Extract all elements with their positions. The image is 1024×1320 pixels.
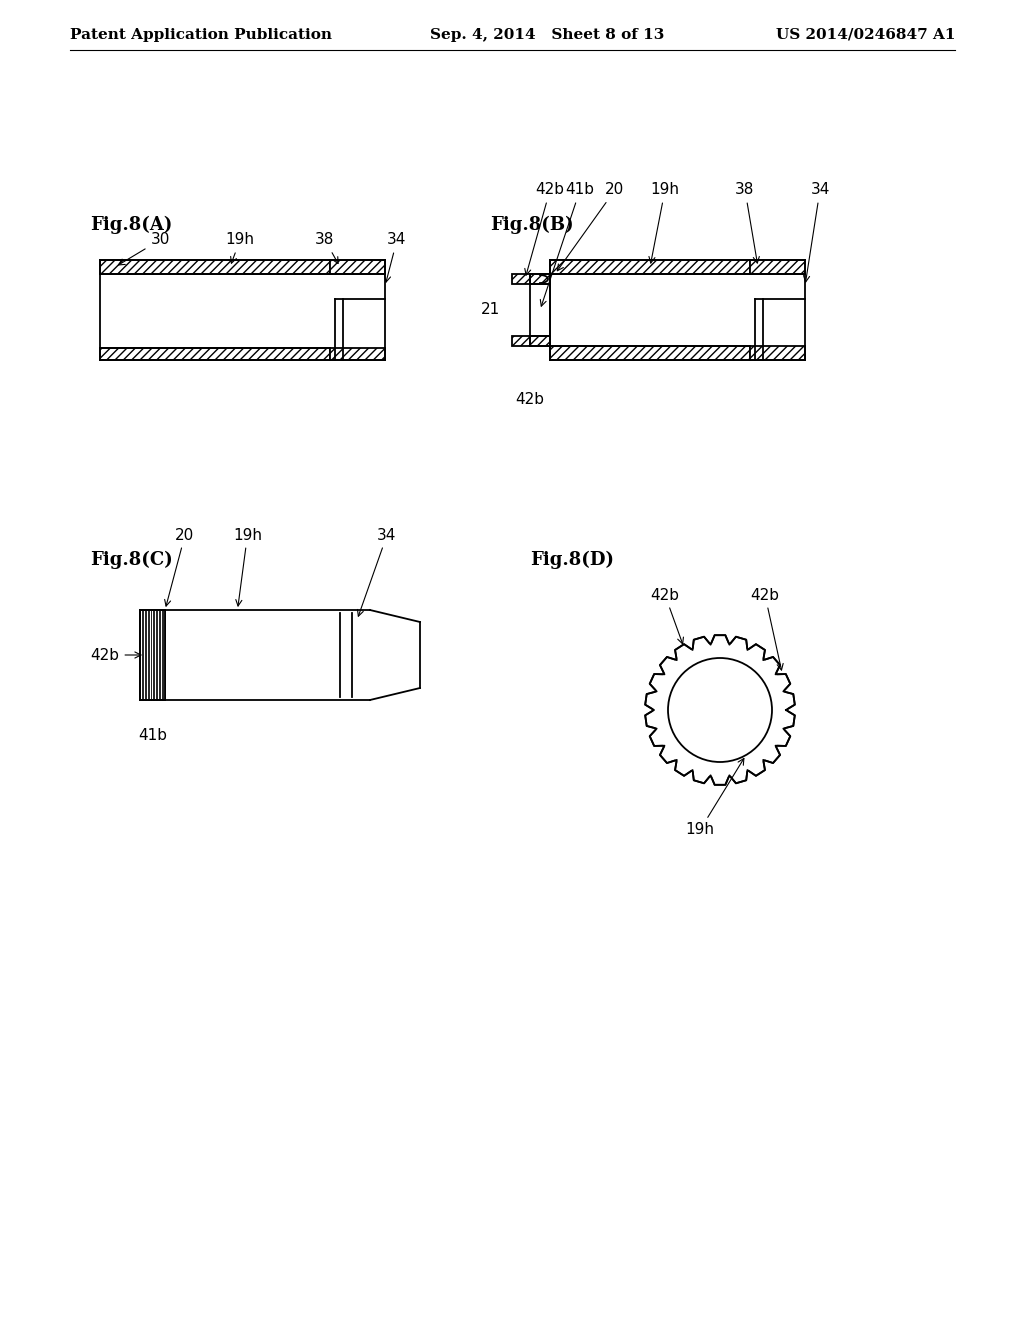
Text: 42b: 42b (90, 648, 141, 663)
Text: 30: 30 (119, 232, 170, 265)
Bar (750, 346, 805, 360)
Bar (512, 337, 530, 346)
Text: 19h: 19h (233, 528, 262, 606)
Text: 20: 20 (165, 528, 195, 606)
Text: Fig.8(B): Fig.8(B) (490, 216, 573, 234)
Text: 34: 34 (385, 232, 407, 282)
Text: 34: 34 (357, 528, 396, 616)
Bar (530, 337, 550, 346)
Text: 19h: 19h (685, 759, 743, 837)
Circle shape (668, 657, 772, 762)
Bar (512, 275, 530, 284)
Text: 42b: 42b (751, 587, 783, 671)
Text: Patent Application Publication: Patent Application Publication (70, 28, 332, 42)
Text: 42b: 42b (515, 392, 545, 408)
Text: Sep. 4, 2014   Sheet 8 of 13: Sep. 4, 2014 Sheet 8 of 13 (430, 28, 665, 42)
Bar (550, 260, 750, 275)
Text: 21: 21 (480, 302, 500, 318)
Bar (140, 610, 165, 700)
Text: 34: 34 (804, 182, 829, 282)
Bar (530, 275, 550, 284)
Text: 38: 38 (735, 182, 760, 263)
Text: 42b: 42b (524, 182, 564, 275)
Bar (550, 346, 750, 360)
Circle shape (654, 644, 786, 776)
Text: 41b: 41b (541, 182, 595, 306)
Bar (100, 348, 330, 360)
Text: Fig.8(D): Fig.8(D) (530, 550, 614, 569)
Bar (330, 348, 385, 360)
Bar (100, 260, 330, 275)
Text: 41b: 41b (138, 727, 167, 742)
Text: 42b: 42b (650, 587, 683, 644)
Text: Fig.8(C): Fig.8(C) (90, 550, 173, 569)
Text: 20: 20 (557, 182, 625, 271)
Text: 38: 38 (315, 232, 338, 264)
Text: 19h: 19h (649, 182, 680, 263)
Text: US 2014/0246847 A1: US 2014/0246847 A1 (775, 28, 955, 42)
Bar (750, 260, 805, 275)
Text: Fig.8(A): Fig.8(A) (90, 216, 172, 234)
Bar (330, 260, 385, 275)
Text: 19h: 19h (225, 232, 255, 263)
